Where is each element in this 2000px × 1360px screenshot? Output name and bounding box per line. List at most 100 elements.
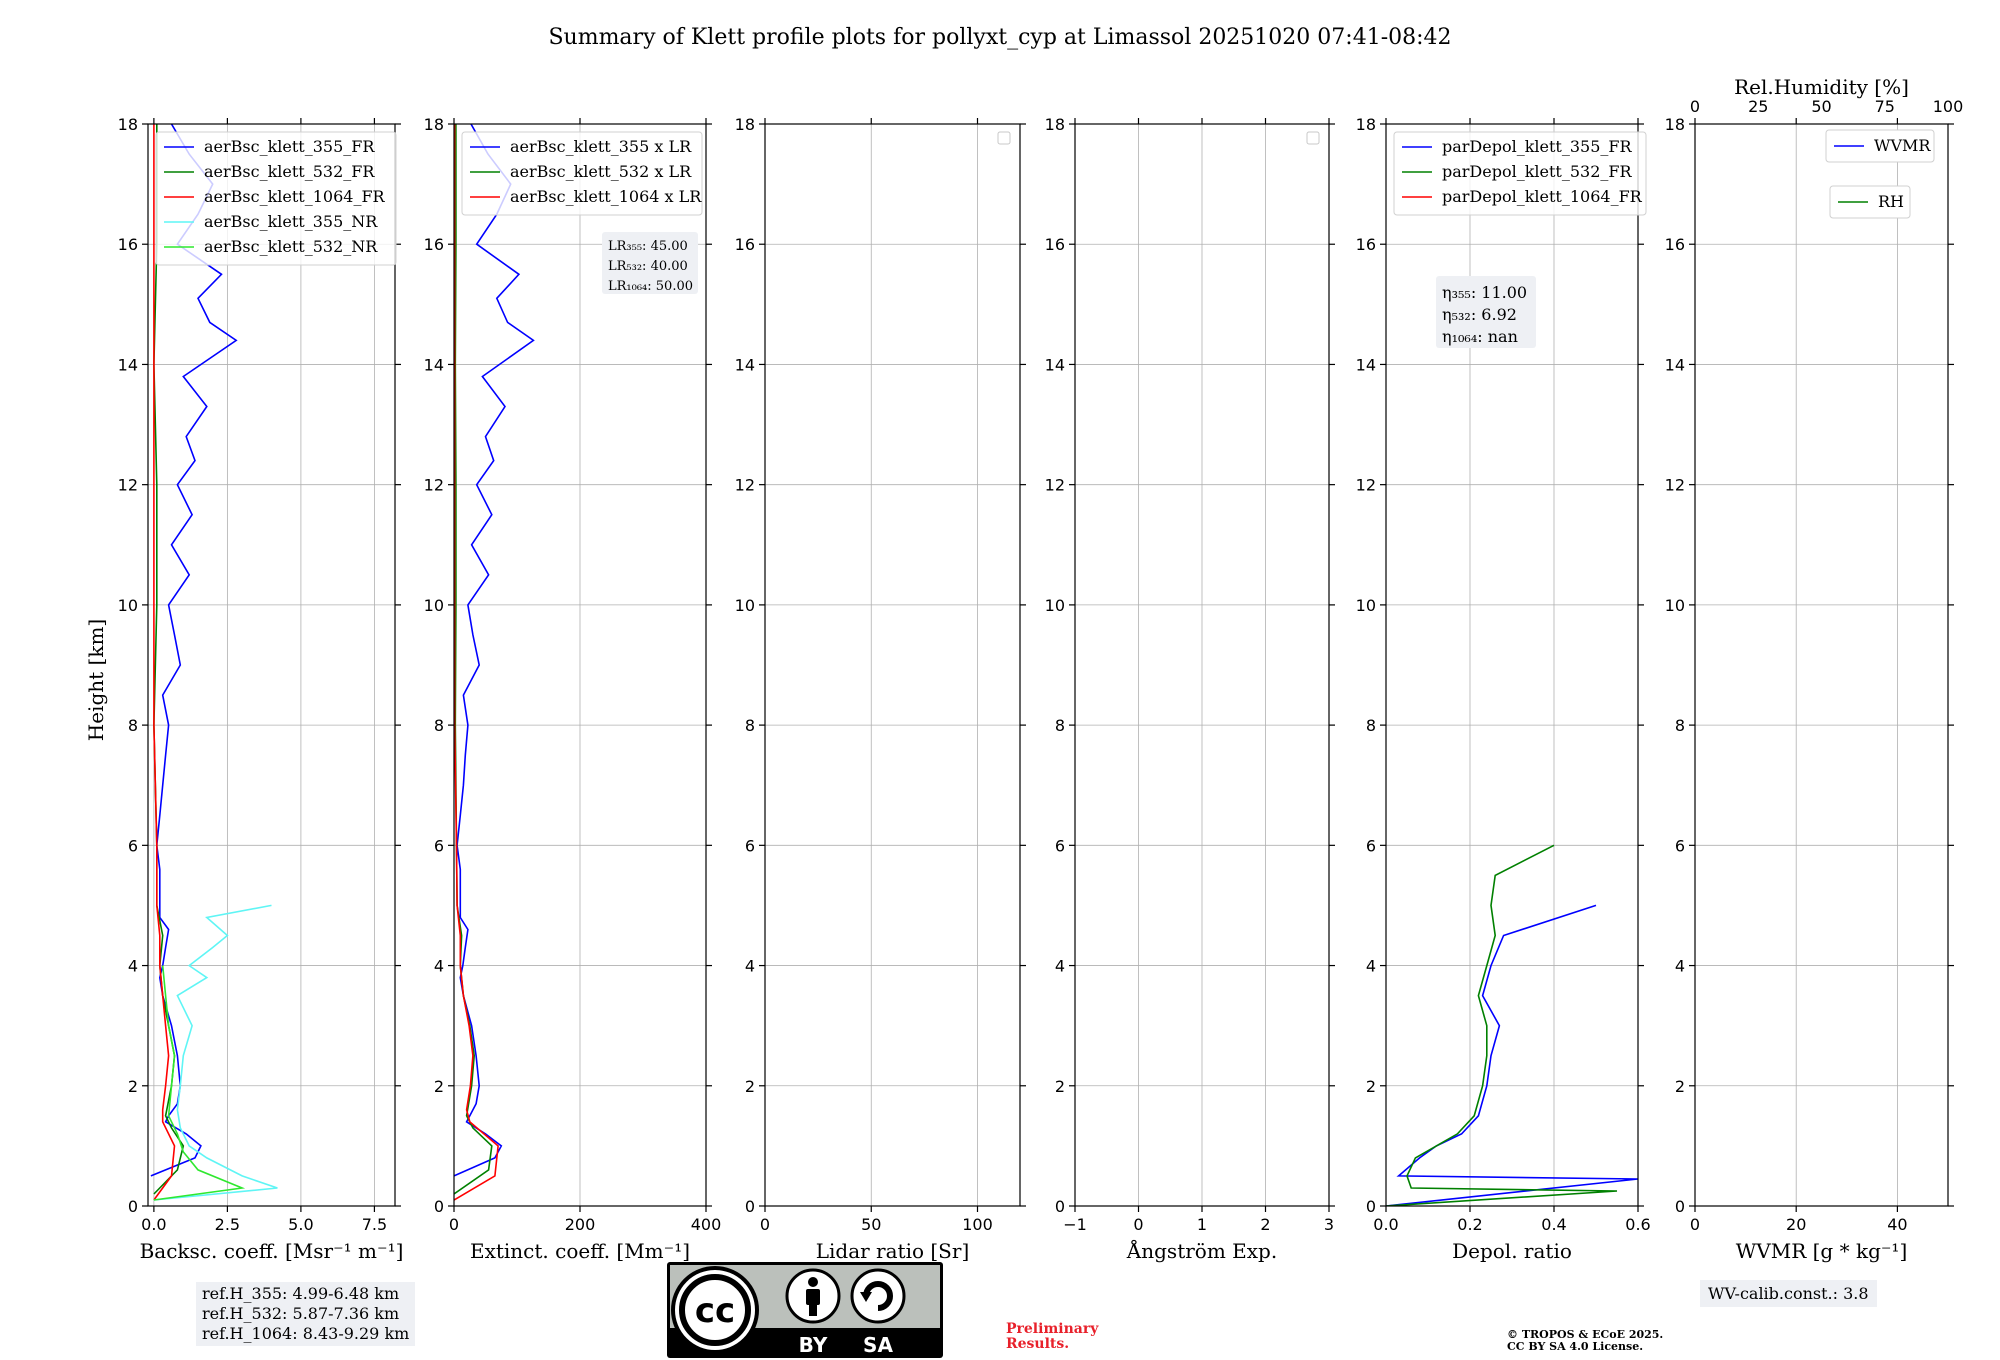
lidar-ratio-lr1064: LR₁₀₆₄: 50.00 (608, 279, 693, 294)
x-axis-label: Depol. ratio (1452, 1239, 1572, 1263)
legend-label: WVMR (1874, 136, 1931, 155)
x-tick-label: 2.5 (215, 1215, 240, 1234)
eta-eta532: η₅₃₂: 6.92 (1442, 305, 1517, 324)
x-tick-label: 1 (1197, 1215, 1207, 1234)
y-tick-label: 18 (1665, 115, 1685, 134)
y-tick-label: 2 (1055, 1077, 1065, 1096)
x-tick-label: 20 (1786, 1215, 1806, 1234)
y-tick-label: 4 (1055, 957, 1065, 976)
y-tick-label: 12 (1665, 476, 1685, 495)
legend-label: aerBsc_klett_532_FR (204, 162, 375, 181)
series-line-aerBsc_klett_1064 x LR (454, 124, 499, 1201)
legend-box-wvmr (1825, 129, 1935, 163)
x-tick-label: 0.0 (141, 1215, 166, 1234)
y-tick-label: 14 (1356, 355, 1376, 374)
y-tick-label: 0 (1055, 1197, 1065, 1216)
y-tick-label: 0 (128, 1197, 138, 1216)
y-tick-label: 10 (424, 596, 444, 615)
wv-calib-box: WV-calib.const.: 3.8 (1700, 1280, 1877, 1307)
legend-label: RH (1878, 192, 1904, 211)
y-tick-label: 16 (1045, 235, 1065, 254)
legend-label: parDepol_klett_532_FR (1442, 162, 1633, 181)
x-tick-label: 400 (691, 1215, 722, 1234)
y-tick-label: 14 (735, 355, 755, 374)
x-axis-label: Extinct. coeff. [Mm⁻¹] (470, 1239, 690, 1263)
reference-height-box: ref.H_355: 4.99-6.48 km ref.H_532: 5.87-… (196, 1282, 416, 1346)
x-tick-label: 0 (449, 1215, 459, 1234)
y-tick-label: 4 (128, 957, 138, 976)
axes-frame (1694, 123, 1949, 1207)
top-x-tick-label: 0 (1690, 97, 1700, 116)
ref-h-532: ref.H_532: 5.87-7.36 km (202, 1304, 400, 1323)
axes-frame (764, 123, 1021, 1207)
x-tick-label: 0.2 (1457, 1215, 1482, 1234)
y-tick-label: 8 (1366, 716, 1376, 735)
ref-h-355: ref.H_355: 4.99-6.48 km (202, 1284, 400, 1303)
x-tick-label: 50 (861, 1215, 881, 1234)
top-x-axis-label: Rel.Humidity [%] (1734, 75, 1909, 99)
y-tick-label: 18 (1356, 115, 1376, 134)
cc-text: cc (695, 1291, 735, 1331)
y-tick-label: 16 (735, 235, 755, 254)
series-line-aerBsc_klett_1064_FR (153, 124, 176, 1201)
x-tick-label: 200 (565, 1215, 596, 1234)
y-tick-label: 0 (745, 1197, 755, 1216)
y-tick-label: 0 (1366, 1197, 1376, 1216)
cc-by-label: BY (799, 1333, 828, 1357)
x-tick-label: 0.4 (1541, 1215, 1566, 1234)
copyright-line-2: CC BY SA 4.0 License. (1507, 1340, 1644, 1353)
top-x-tick-label: 50 (1811, 97, 1831, 116)
axes-frame (147, 123, 396, 1207)
y-tick-label: 12 (1356, 476, 1376, 495)
y-tick-label: 10 (118, 596, 138, 615)
series-line-parDepol_klett_355_FR (1386, 904, 1638, 1206)
y-tick-label: 8 (128, 716, 138, 735)
y-tick-label: 8 (1055, 716, 1065, 735)
y-tick-label: 10 (735, 596, 755, 615)
x-tick-label: −1 (1063, 1215, 1087, 1234)
y-tick-label: 4 (1366, 957, 1376, 976)
y-tick-label: 6 (745, 836, 755, 855)
y-tick-label: 0 (1675, 1197, 1685, 1216)
legend-label: aerBsc_klett_355_FR (204, 137, 375, 156)
y-tick-label: 14 (118, 355, 138, 374)
y-axis-label: Height [km] (84, 619, 108, 741)
x-tick-label: 0.6 (1625, 1215, 1650, 1234)
y-tick-label: 0 (434, 1197, 444, 1216)
top-x-tick-label: 25 (1748, 97, 1768, 116)
y-tick-label: 6 (1055, 836, 1065, 855)
copyright-line-1: © TROPOS & ECoE 2025. (1507, 1328, 1664, 1341)
x-tick-label: 2 (1260, 1215, 1270, 1234)
preliminary-line-2: Results. (1006, 1336, 1070, 1352)
series-line-aerBsc_klett_532_NR (153, 965, 246, 1201)
y-tick-label: 12 (118, 476, 138, 495)
y-tick-label: 4 (1675, 957, 1685, 976)
y-tick-label: 2 (1675, 1077, 1685, 1096)
x-tick-label: 3 (1324, 1215, 1334, 1234)
axes-frame (1385, 123, 1639, 1207)
x-tick-label: 0 (1690, 1215, 1700, 1234)
x-tick-label: 100 (962, 1215, 993, 1234)
legend-label: parDepol_klett_355_FR (1442, 137, 1633, 156)
y-tick-label: 2 (745, 1077, 755, 1096)
y-tick-label: 18 (735, 115, 755, 134)
y-tick-label: 2 (434, 1077, 444, 1096)
sa-icon (850, 1268, 906, 1324)
y-tick-label: 4 (745, 957, 755, 976)
series-line-aerBsc_klett_355_NR (153, 904, 278, 1201)
legend-label: aerBsc_klett_355 x LR (510, 137, 692, 156)
y-tick-label: 12 (735, 476, 755, 495)
y-tick-label: 8 (1675, 716, 1685, 735)
legend-box-rh (1829, 185, 1911, 219)
y-tick-label: 18 (424, 115, 444, 134)
panel-wvmr: 0 2 4 6 8 10 12 14 16 18 0 20 40 WVMR [g * kg⁻¹] 0 25 50… (1665, 75, 1964, 1263)
legend-label: aerBsc_klett_532_NR (204, 237, 378, 256)
y-tick-label: 6 (1675, 836, 1685, 855)
lidar-ratio-lr355: LR₃₅₅: 45.00 (608, 239, 688, 254)
y-tick-label: 6 (128, 836, 138, 855)
x-axis-label: WVMR [g * kg⁻¹] (1736, 1239, 1908, 1263)
legend-label: aerBsc_klett_1064 x LR (510, 187, 702, 206)
